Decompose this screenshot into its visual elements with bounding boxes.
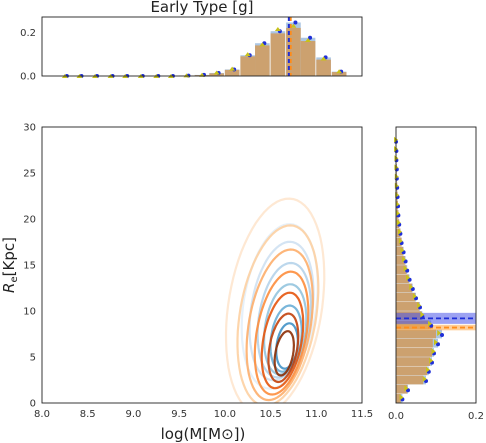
right-marker-yellow [431,348,436,355]
top-marker-yellow [290,23,297,28]
oranges-contour-level [267,312,300,384]
right-marker-yellow [422,376,427,382]
right-marker-blue [440,333,444,337]
top-marker-yellow [244,52,251,57]
main-xtick-label: 11.0 [305,409,327,420]
right-bar [396,246,404,256]
right-bar [396,357,430,366]
right-marker-yellow [404,385,409,392]
right-marker-yellow [437,330,442,336]
main-ytick-label: 15 [23,261,36,272]
main-contour-plot: 8.0 8.5 9.0 9.5 10.0 10.5 11.0 11.5 0 5 10 15 20 25 3… [0,123,373,443]
top-bar [209,73,224,76]
right-bar [396,283,412,293]
main-ytick-label: 0 [30,399,36,410]
blues-contour-level [256,261,312,379]
top-panel-frame [41,16,363,77]
right-marker-yellow [396,210,400,217]
right-bar [396,265,407,274]
top-marker-blue [308,35,313,40]
oranges-contour-level [236,224,320,403]
right-marker-yellow [417,302,422,309]
right-panel-frame [395,126,477,404]
right-marker-yellow [428,320,432,327]
right-bar [396,274,409,284]
oranges-contour-level [260,291,305,390]
right-bar [396,329,436,339]
right-marker-yellow [420,311,425,318]
top-marker-yellow [274,27,281,32]
right-marker-yellow [395,201,400,208]
main-xtick-label: 9.5 [171,409,187,420]
oranges-contour-level [253,270,310,396]
oranges-contour-level [245,248,314,402]
top-bar [331,72,347,76]
right-marker-yellow [402,256,406,263]
top-marker-yellow [213,70,220,75]
top-bar [300,41,316,76]
main-xtick-label: 8.5 [80,409,96,420]
right-marker-blue [436,342,440,347]
top-marker-yellow [336,69,343,74]
right-bar [396,348,432,357]
main-ytick-label: 20 [23,215,36,226]
oranges-contour-level [224,197,326,403]
top-ytick-label: 0.2 [20,28,36,39]
y-axis-label: Re[Kpc] [0,237,20,293]
right-bar [396,384,408,394]
right-marker-yellow [406,274,410,281]
right-marginal-histogram: 0.0 0.2 [388,126,484,422]
right-marker-yellow [434,339,438,346]
top-marker-yellow [229,66,236,71]
top-marker-yellow [259,42,266,47]
right-marker-yellow [429,357,434,364]
top-bar [316,59,331,76]
right-marker-yellow [398,228,402,235]
right-bar [396,394,401,403]
right-marker-yellow [412,293,417,300]
main-xtick-label: 9.0 [125,409,141,420]
top-panel-title: Early Type [g] [150,0,253,16]
right-xtick-label: 0.0 [388,411,404,422]
right-bar [396,375,424,385]
main-xtick-label: 10.0 [214,409,236,420]
right-xtick-label: 0.2 [468,411,484,422]
top-bar [224,69,240,76]
top-bar [255,45,270,76]
right-bar [396,292,416,302]
top-bar [240,56,256,76]
oranges-contour-level [273,330,296,377]
top-bar [270,33,286,76]
main-ytick-label: 5 [30,353,36,364]
right-marker-yellow [399,394,404,401]
right-bar [396,366,428,376]
right-marker-yellow [396,219,401,226]
main-xtick-label: 11.5 [351,409,373,420]
right-bar [396,338,433,348]
main-xtick-label: 10.5 [259,409,281,420]
right-marker-yellow [426,366,430,373]
blues-contour-level [263,283,308,376]
main-ytick-label: 10 [23,307,36,318]
main-ytick-label: 30 [23,123,36,134]
right-marker-yellow [400,247,405,254]
top-marker-blue [293,20,298,25]
main-xtick-label: 8.0 [34,409,50,420]
right-marker-yellow [398,238,403,244]
top-ytick-label: 0.0 [20,72,36,83]
right-bar [396,256,405,265]
right-marker-yellow [403,265,408,272]
right-bar [396,302,420,311]
top-marker-yellow [305,37,312,42]
main-panel-frame [41,126,363,404]
top-marker-yellow [320,56,327,61]
main-ytick-label: 25 [23,169,36,180]
top-marginal-histogram: Early Type [g] 0.0 0.2 [20,0,363,83]
right-marker-yellow [409,284,414,290]
x-axis-label: log(M[M⊙]) [161,425,246,443]
